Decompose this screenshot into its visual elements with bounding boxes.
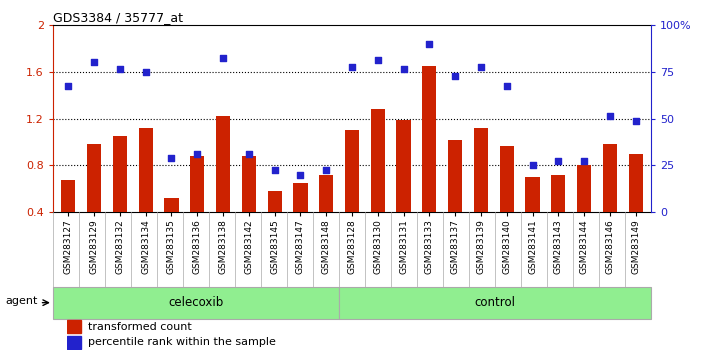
- Point: [604, 113, 615, 119]
- Bar: [67, 336, 81, 349]
- Bar: [61, 179, 75, 212]
- Bar: [525, 177, 540, 212]
- Bar: [603, 144, 617, 212]
- Bar: [139, 128, 153, 212]
- Point: [218, 55, 229, 61]
- Point: [398, 67, 409, 72]
- Bar: [294, 183, 308, 212]
- Text: celecoxib: celecoxib: [168, 296, 224, 309]
- Point: [527, 162, 538, 168]
- Point: [346, 64, 358, 70]
- Bar: [500, 145, 514, 212]
- Point: [191, 151, 203, 156]
- Point: [320, 167, 332, 173]
- Bar: [319, 175, 333, 212]
- Point: [450, 74, 461, 79]
- Bar: [422, 66, 436, 212]
- Bar: [241, 156, 256, 212]
- Bar: [396, 120, 410, 212]
- Point: [501, 83, 513, 88]
- Text: transformed count: transformed count: [88, 321, 191, 332]
- Bar: [629, 154, 643, 212]
- Bar: [339, 287, 651, 319]
- Bar: [268, 191, 282, 212]
- Point: [475, 64, 486, 70]
- Bar: [551, 175, 565, 212]
- Bar: [474, 128, 488, 212]
- Point: [579, 158, 590, 164]
- Text: control: control: [474, 296, 515, 309]
- Bar: [448, 140, 463, 212]
- Point: [63, 83, 74, 88]
- Point: [295, 172, 306, 178]
- Point: [269, 167, 280, 173]
- Bar: [67, 320, 81, 333]
- Point: [424, 41, 435, 46]
- Bar: [190, 156, 204, 212]
- Bar: [216, 116, 230, 212]
- Bar: [113, 136, 127, 212]
- Point: [372, 57, 384, 63]
- Point: [243, 151, 254, 156]
- Bar: [577, 165, 591, 212]
- Point: [166, 156, 177, 161]
- Bar: [345, 130, 359, 212]
- Point: [114, 67, 125, 72]
- Point: [553, 158, 564, 164]
- Text: GDS3384 / 35777_at: GDS3384 / 35777_at: [53, 11, 183, 24]
- Point: [89, 59, 100, 65]
- Text: percentile rank within the sample: percentile rank within the sample: [88, 337, 276, 348]
- Point: [630, 118, 641, 124]
- Bar: [87, 144, 101, 212]
- Text: agent: agent: [6, 296, 37, 306]
- Bar: [164, 198, 179, 212]
- Bar: [53, 287, 339, 319]
- Bar: [371, 109, 385, 212]
- Point: [140, 69, 151, 74]
